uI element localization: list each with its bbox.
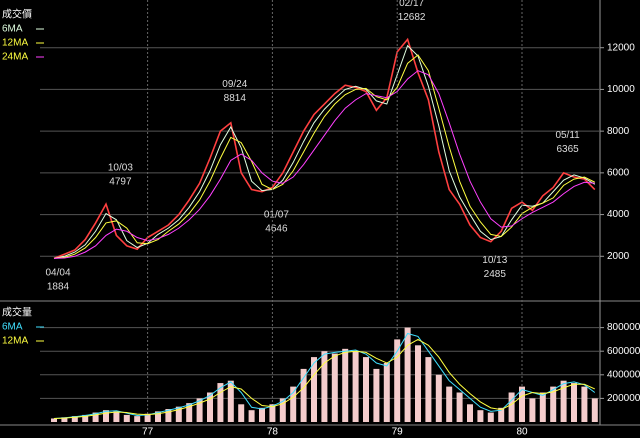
volume-bar bbox=[123, 414, 130, 422]
volume-bar bbox=[560, 380, 567, 422]
volume-bar bbox=[155, 411, 161, 422]
volume-bar bbox=[300, 368, 307, 422]
annotation-value: 8814 bbox=[224, 93, 247, 104]
annotation-value: 4646 bbox=[265, 224, 288, 235]
volume-bar bbox=[113, 411, 120, 422]
legend-label: 12MA bbox=[2, 38, 28, 49]
y-tick-label: 12000 bbox=[607, 42, 635, 53]
volume-bar bbox=[51, 418, 57, 422]
volume-bar bbox=[508, 392, 515, 422]
volume-bar bbox=[103, 410, 109, 422]
volume-bar bbox=[571, 383, 577, 422]
volume-bar bbox=[591, 398, 598, 422]
legend-label: 24MA bbox=[2, 52, 28, 63]
volume-bar bbox=[321, 351, 328, 422]
y-tick-label: 200000 bbox=[607, 393, 640, 404]
y-tick-label: 800000 bbox=[607, 322, 640, 333]
volume-bar bbox=[279, 398, 286, 422]
volume-bar bbox=[394, 339, 401, 422]
volume-bar bbox=[529, 398, 536, 422]
volume-bar bbox=[467, 404, 473, 422]
annotation-date: 02/17 bbox=[399, 0, 424, 9]
volume-bar bbox=[487, 412, 494, 422]
series-line bbox=[53, 338, 596, 419]
y-tick-label: 6000 bbox=[607, 167, 630, 178]
volume-bar bbox=[165, 409, 172, 422]
annotation-value: 12682 bbox=[398, 12, 426, 23]
legend-label: 6MA bbox=[2, 24, 23, 35]
volume-bar bbox=[82, 414, 89, 422]
volume-bar bbox=[581, 386, 588, 422]
x-tick-label: 78 bbox=[267, 427, 279, 438]
volume-bar bbox=[196, 398, 203, 422]
annotation-date: 04/04 bbox=[45, 267, 70, 278]
legend-label: 成交價 bbox=[2, 8, 32, 21]
y-tick-label: 600000 bbox=[607, 346, 640, 357]
volume-bar bbox=[404, 327, 411, 422]
volume-bar bbox=[92, 412, 99, 422]
annotation-value: 4797 bbox=[109, 177, 132, 188]
legend-label: 6MA bbox=[2, 322, 23, 333]
volume-bar bbox=[425, 357, 432, 422]
series-line bbox=[53, 70, 595, 259]
volume-bar bbox=[134, 416, 141, 422]
annotation-date: 10/13 bbox=[482, 255, 507, 266]
annotation-date: 09/24 bbox=[222, 79, 247, 90]
volume-bar bbox=[269, 404, 276, 422]
volume-bar bbox=[71, 416, 78, 422]
legend-label: 成交量 bbox=[2, 306, 32, 319]
volume-bar bbox=[207, 392, 213, 422]
annotation-date: 10/03 bbox=[108, 163, 133, 174]
volume-bar bbox=[217, 383, 224, 422]
volume-bar bbox=[311, 357, 317, 422]
volume-bar bbox=[550, 386, 557, 422]
volume-bar bbox=[290, 386, 297, 422]
annotation-value: 1884 bbox=[47, 281, 70, 292]
annotation-date: 01/07 bbox=[264, 210, 289, 221]
volume-bar bbox=[477, 410, 484, 422]
x-tick-label: 77 bbox=[142, 427, 154, 438]
y-tick-label: 8000 bbox=[607, 126, 630, 137]
volume-bar bbox=[259, 407, 265, 422]
volume-bar bbox=[352, 351, 359, 422]
volume-bar bbox=[248, 410, 255, 422]
series-line bbox=[53, 332, 596, 419]
y-tick-label: 2000 bbox=[607, 251, 630, 262]
y-tick-label: 4000 bbox=[607, 209, 630, 220]
annotation-value: 6365 bbox=[556, 144, 579, 155]
volume-bar bbox=[331, 353, 338, 422]
annotation-date: 05/11 bbox=[555, 130, 580, 141]
volume-bar bbox=[342, 348, 349, 422]
volume-bar bbox=[238, 404, 245, 422]
volume-bar bbox=[144, 413, 151, 422]
volume-bar bbox=[363, 357, 369, 422]
volume-bar bbox=[186, 403, 193, 422]
volume-bar bbox=[435, 374, 442, 422]
volume-bar bbox=[519, 386, 525, 422]
volume-bar bbox=[373, 368, 380, 422]
y-tick-label: 400000 bbox=[607, 369, 640, 380]
volume-bar bbox=[383, 363, 390, 422]
y-tick-label: 10000 bbox=[607, 84, 635, 95]
series-line bbox=[53, 37, 596, 260]
volume-bar bbox=[446, 386, 453, 422]
x-tick-label: 80 bbox=[516, 427, 528, 438]
volume-bar bbox=[415, 345, 421, 422]
volume-bar bbox=[539, 392, 546, 422]
volume-bar bbox=[498, 407, 505, 422]
legend-label: 12MA bbox=[2, 336, 28, 347]
volume-bar bbox=[227, 380, 234, 422]
volume-bar bbox=[456, 392, 463, 422]
series-line bbox=[53, 54, 596, 259]
volume-bar bbox=[61, 417, 68, 422]
annotation-value: 2485 bbox=[484, 269, 507, 280]
series-line bbox=[53, 44, 596, 259]
x-tick-label: 79 bbox=[392, 427, 404, 438]
volume-bar bbox=[175, 406, 182, 422]
